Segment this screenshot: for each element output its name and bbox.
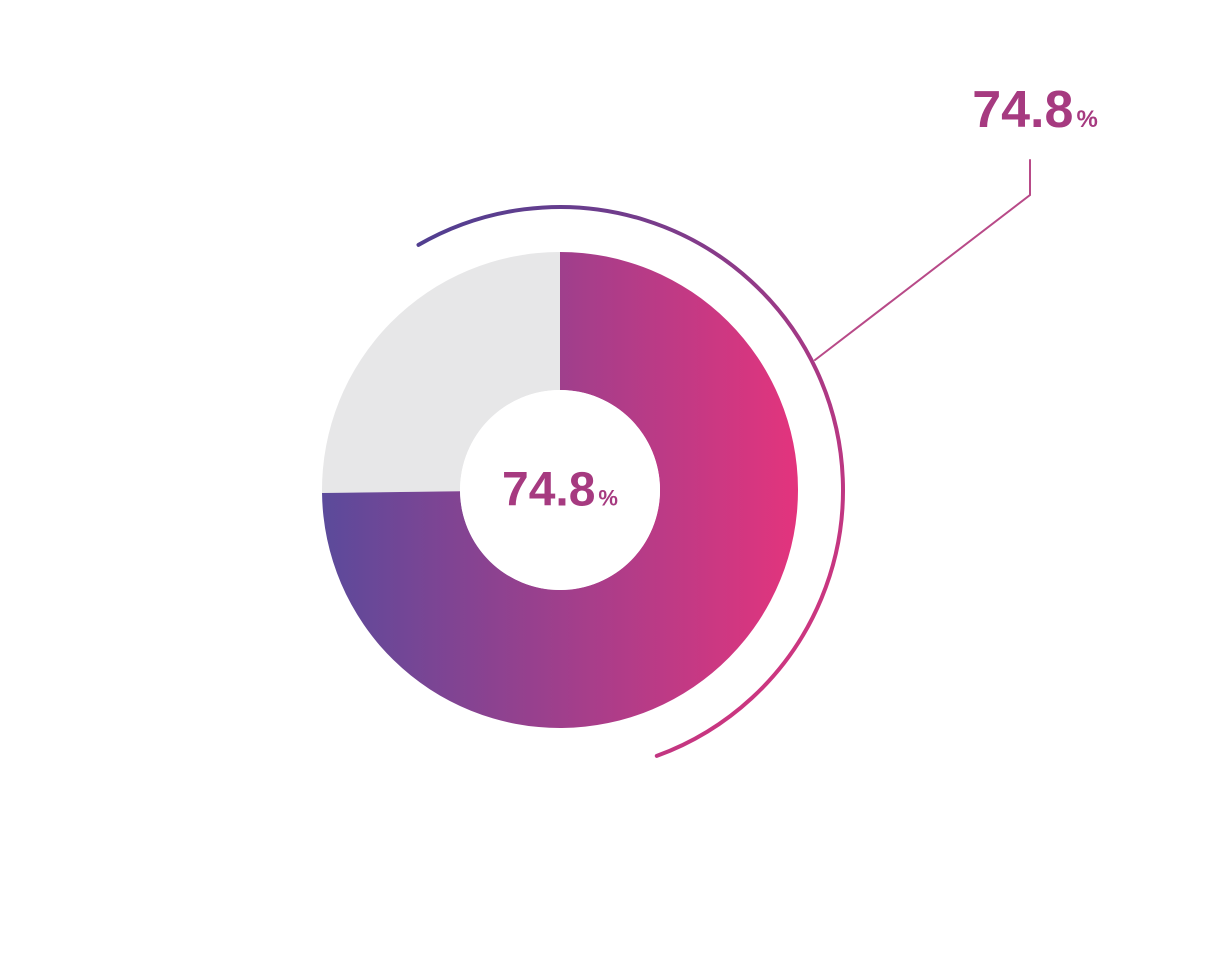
- center-percentage-value: 74.8: [502, 464, 595, 517]
- callout-percentage-label: 74.8%: [972, 80, 1098, 140]
- callout-percentage-value: 74.8: [972, 81, 1073, 139]
- callout-percentage-symbol: %: [1076, 106, 1097, 133]
- center-percentage-symbol: %: [598, 486, 618, 511]
- center-percentage-label: 74.8%: [502, 463, 618, 518]
- donut-chart-stage: 74.8% 74.8%: [0, 0, 1225, 980]
- callout-leader-line: [815, 160, 1030, 360]
